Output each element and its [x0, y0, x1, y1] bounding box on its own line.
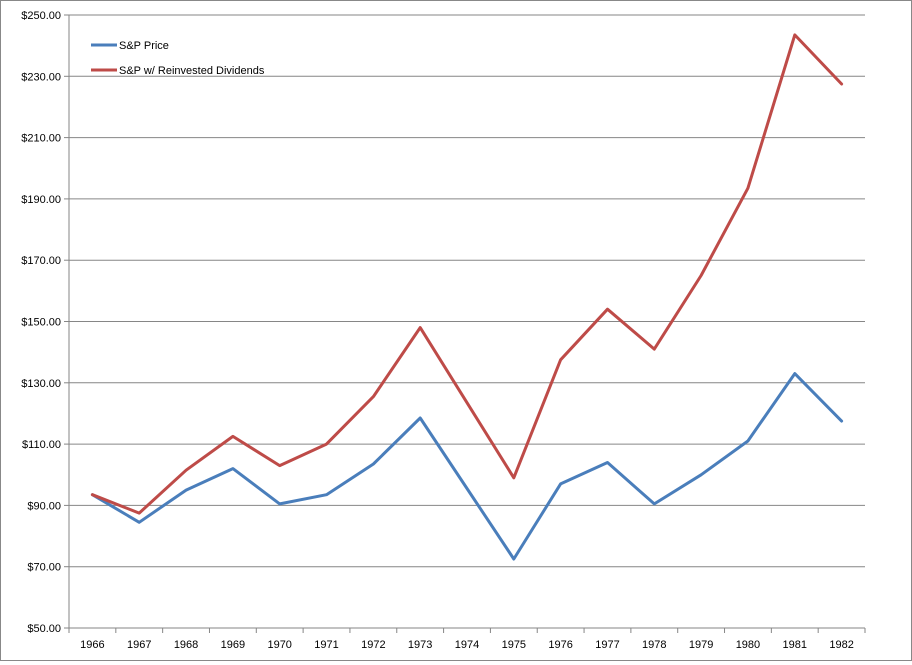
x-tick-label: 1967 — [127, 639, 151, 651]
x-tick-label: 1973 — [408, 639, 432, 651]
y-axis-tick-labels: $50.00 $70.00 $90.00 $110.00 $130.00 $150.00 $… — [21, 10, 61, 635]
y-tick-label: $130.00 — [21, 378, 61, 390]
x-tick-label: 1977 — [595, 639, 619, 651]
gridlines — [69, 14, 865, 629]
x-tick-label: 1972 — [361, 639, 385, 651]
legend-label: S&P Price — [119, 40, 169, 52]
x-tick-label: 1969 — [221, 639, 245, 651]
y-tick-label: $70.00 — [27, 562, 61, 574]
axes — [64, 14, 866, 633]
legend-label: S&P w/ Reinvested Dividends — [119, 65, 265, 77]
x-axis-tick-labels: 1966 1967 1968 1969 1970 1971 1972 1973 1974 1975… — [80, 639, 854, 651]
y-tick-label: $90.00 — [27, 500, 61, 512]
x-tick-label: 1982 — [829, 639, 853, 651]
x-tick-label: 1974 — [455, 639, 479, 651]
x-tick-label: 1970 — [267, 639, 291, 651]
y-tick-label: $170.00 — [21, 255, 61, 267]
y-tick-label: $150.00 — [21, 317, 61, 329]
x-tick-label: 1978 — [642, 639, 666, 651]
x-tick-label: 1975 — [502, 639, 526, 651]
x-tick-label: 1980 — [736, 639, 760, 651]
legend: S&P Price S&P w/ Reinvested Dividends — [91, 40, 265, 77]
y-tick-label: $230.00 — [21, 71, 61, 83]
x-tick-label: 1968 — [174, 639, 198, 651]
series-line-s-p-w-reinvested-dividends — [90, 33, 844, 515]
x-tick-label: 1979 — [689, 639, 713, 651]
x-tick-label: 1981 — [783, 639, 807, 651]
y-tick-label: $110.00 — [22, 439, 61, 451]
y-tick-label: $210.00 — [21, 133, 61, 145]
x-tick-label: 1966 — [80, 639, 104, 651]
y-tick-label: $50.00 — [27, 623, 61, 635]
series-line-s-p-price — [90, 372, 844, 561]
y-tick-label: $250.00 — [21, 10, 61, 22]
x-tick-label: 1971 — [314, 639, 338, 651]
x-tick-label: 1976 — [548, 639, 572, 651]
y-tick-label: $190.00 — [21, 194, 61, 206]
data-series — [90, 33, 844, 561]
